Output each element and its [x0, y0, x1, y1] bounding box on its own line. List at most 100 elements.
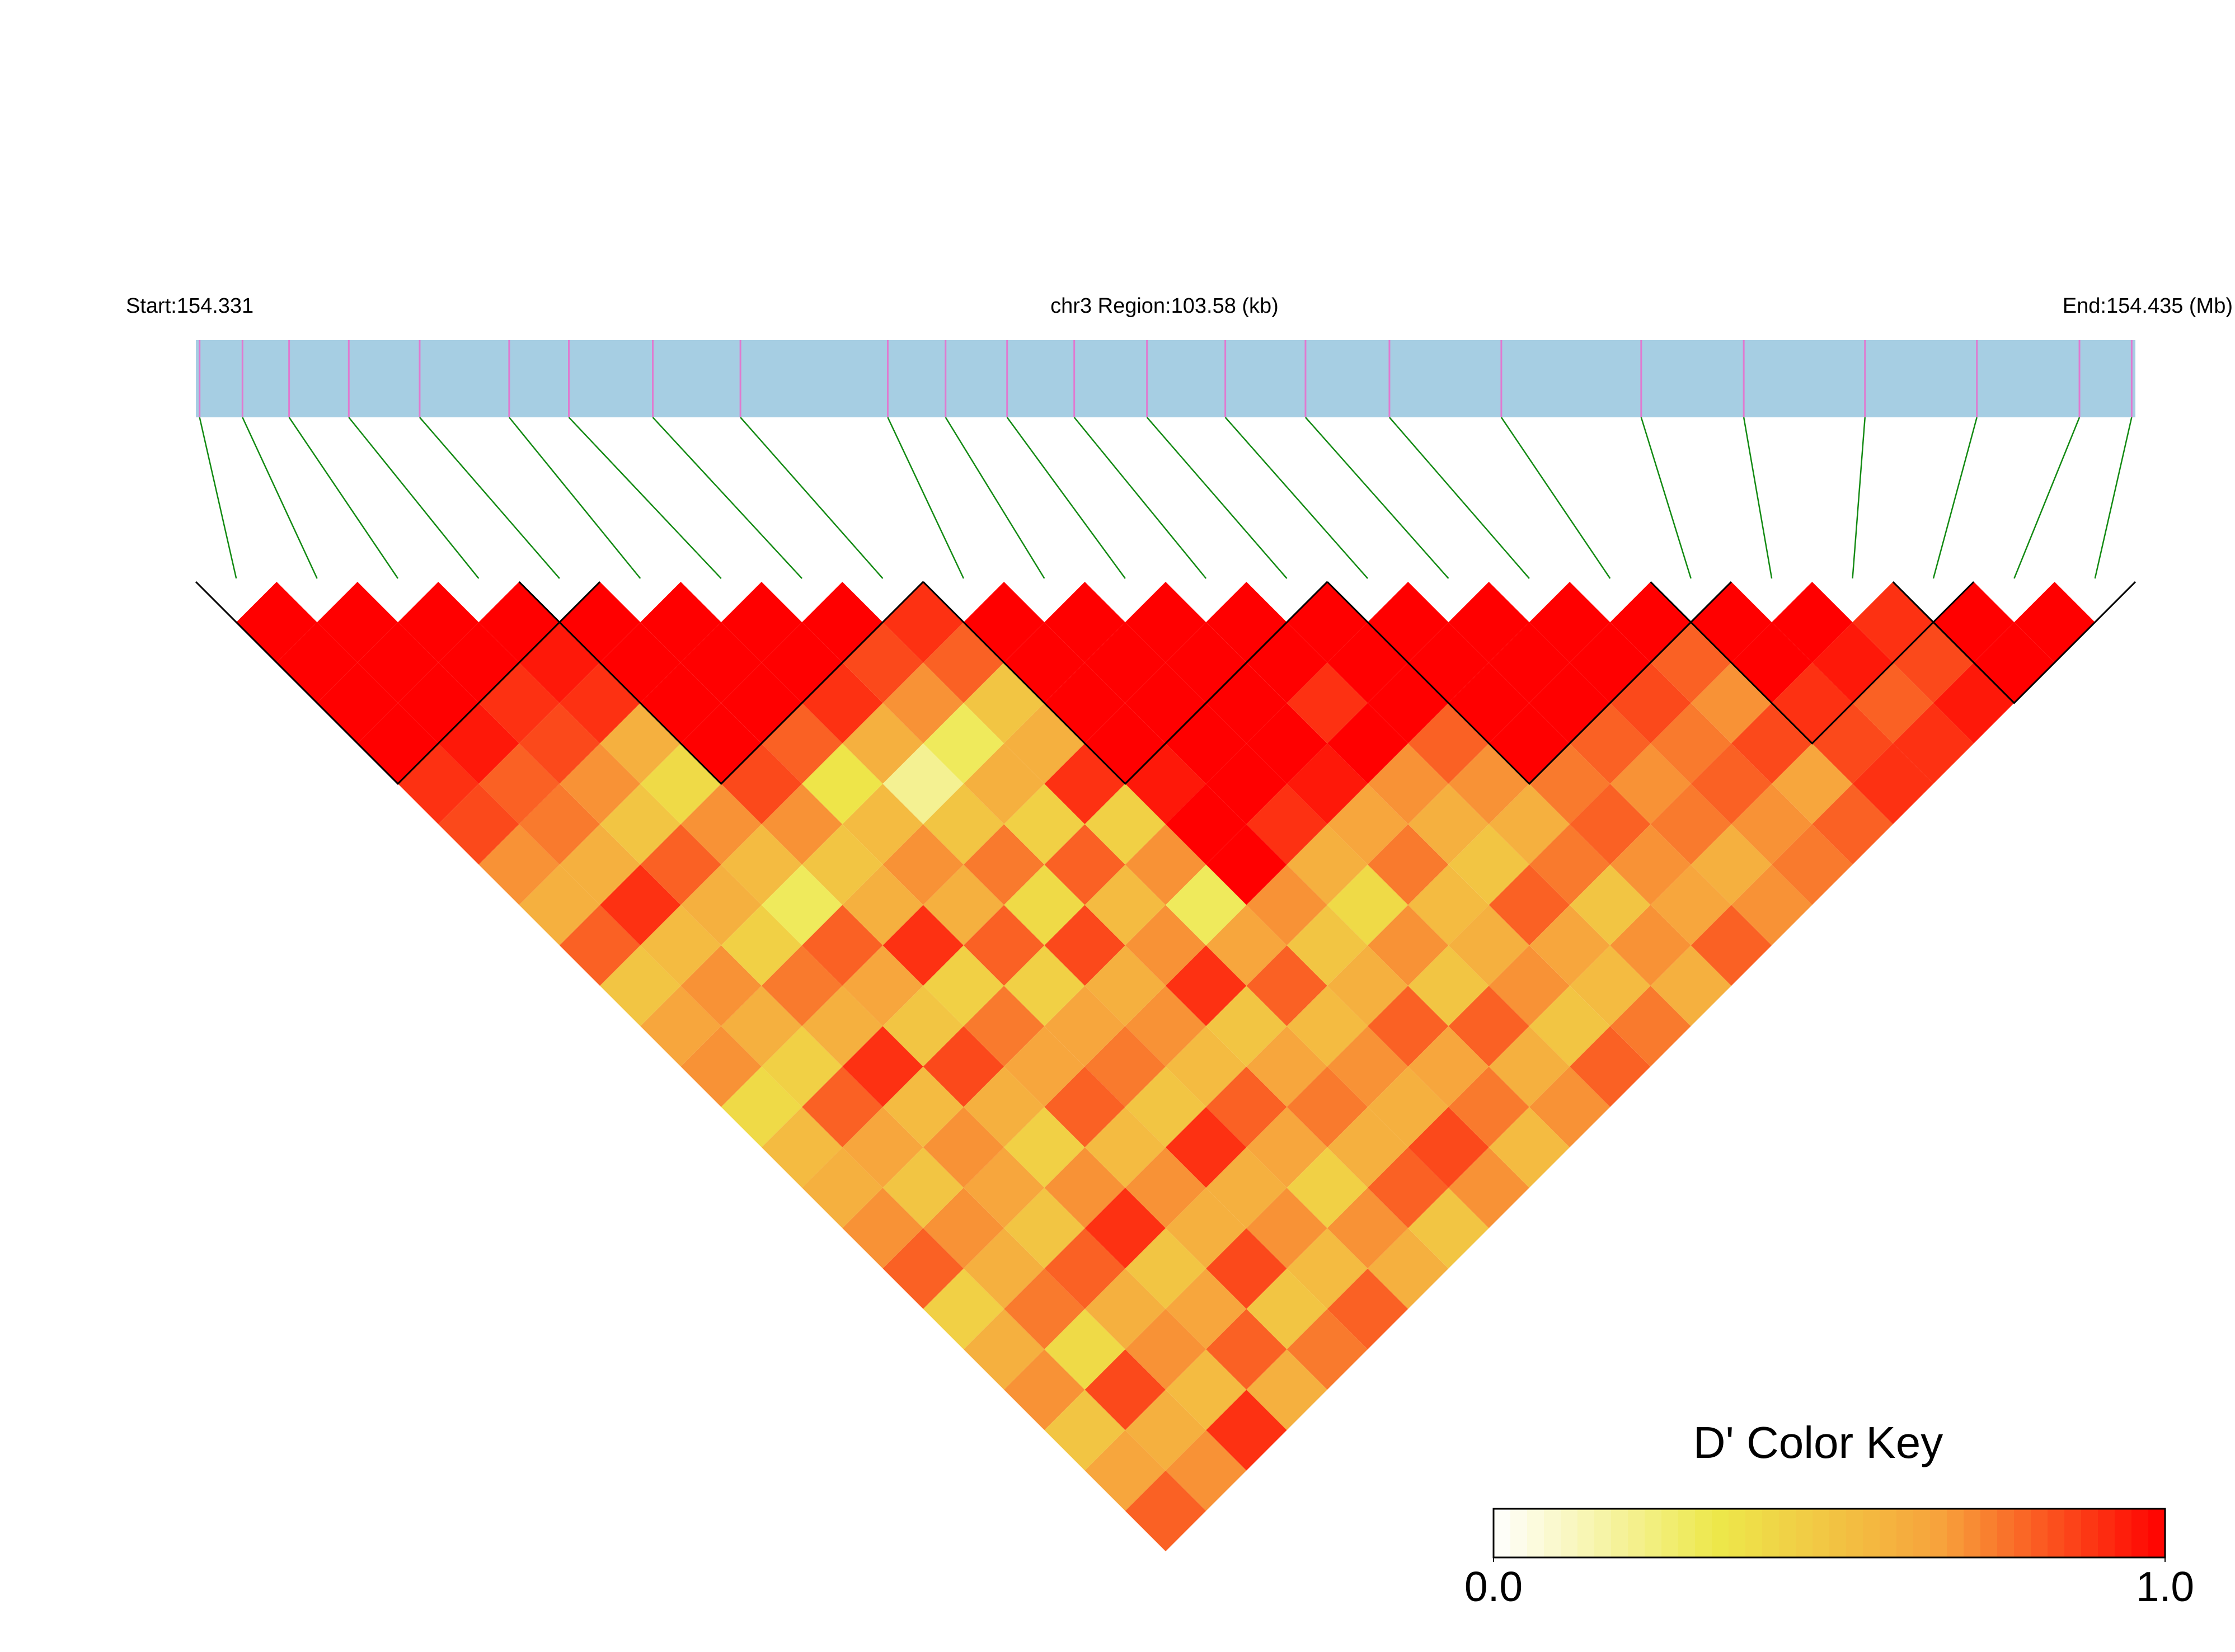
ld-block	[518, 581, 924, 785]
ld-cell	[761, 1107, 843, 1188]
ld-cell	[276, 622, 358, 703]
ld-cell	[1408, 1188, 1489, 1269]
key-swatch	[1947, 1509, 1964, 1557]
ld-cell	[1489, 945, 1570, 1027]
ld-cell	[640, 743, 721, 825]
ld-cell	[761, 703, 843, 784]
ld-cell	[1610, 905, 1691, 986]
ld-cell	[1084, 784, 1166, 865]
ld-cell	[1206, 905, 1287, 986]
key-swatch	[2081, 1509, 2098, 1557]
snp-connector	[1932, 417, 1978, 579]
ld-cell	[1084, 864, 1166, 945]
key-title: D' Color Key	[1693, 1418, 1943, 1467]
ld-cell	[882, 582, 964, 663]
ld-cell	[842, 703, 923, 784]
ld-cell	[640, 582, 721, 663]
ld-cell	[1286, 905, 1368, 986]
ld-cell	[1772, 824, 1853, 905]
key-swatch	[1645, 1509, 1662, 1557]
ld-cell	[842, 864, 923, 945]
ld-cell	[1246, 1026, 1327, 1107]
ld-cell	[1084, 945, 1166, 1027]
ld-cell	[1691, 743, 1772, 825]
ld-cell	[1812, 703, 1893, 784]
key-swatch	[1997, 1509, 2015, 1557]
ld-cell	[1408, 1107, 1489, 1188]
snp-connector	[568, 417, 722, 579]
ld-cell	[478, 743, 560, 825]
ld-cell	[1166, 1430, 1247, 1511]
key-swatch	[2048, 1509, 2065, 1557]
ld-block	[1650, 581, 1975, 745]
ld-cell	[1610, 824, 1691, 905]
key-swatch	[2115, 1509, 2132, 1557]
ld-cell	[1286, 662, 1368, 743]
key-swatch	[1762, 1509, 1779, 1557]
ld-cell	[600, 622, 681, 703]
ld-cell	[1610, 743, 1691, 825]
ld-cell	[1246, 864, 1327, 945]
ld-cell	[721, 905, 802, 986]
ld-cell	[1084, 1430, 1166, 1511]
ld-cell	[1529, 905, 1610, 986]
snp-connector	[1743, 417, 1773, 579]
ld-cell	[963, 986, 1045, 1067]
ld-cell	[1004, 1188, 1085, 1269]
ld-cell	[1327, 703, 1408, 784]
ld-cell	[1327, 1107, 1408, 1188]
ld-cell	[1004, 1349, 1085, 1430]
ld-cell	[1125, 1147, 1206, 1229]
ld-cell	[1368, 905, 1449, 986]
ld-cell	[1004, 703, 1085, 784]
key-swatch	[2014, 1509, 2031, 1557]
ld-cell	[761, 864, 843, 945]
key-swatch	[2064, 1509, 2082, 1557]
ld-cell	[1448, 986, 1529, 1067]
ld-cell	[1125, 1390, 1206, 1471]
ld-cell	[1286, 1309, 1368, 1390]
ld-cell	[1125, 1228, 1206, 1309]
ld-cell	[1448, 824, 1529, 905]
key-swatch	[1494, 1509, 1511, 1557]
ld-cell	[1327, 945, 1408, 1027]
ld-cell	[1570, 703, 1651, 784]
ld-cell	[1368, 986, 1449, 1067]
ld-cell	[1206, 1066, 1287, 1147]
ld-cell	[1084, 1188, 1166, 1269]
ld-cell	[1570, 945, 1651, 1027]
ld-cell	[963, 1228, 1045, 1309]
key-swatch	[1729, 1509, 1746, 1557]
key-swatch	[1796, 1509, 1813, 1557]
ld-cell	[680, 1026, 762, 1107]
region-label: chr3 Region:103.58 (kb)	[1050, 294, 1279, 318]
key-swatch	[2098, 1509, 2115, 1557]
ld-cell	[1489, 784, 1570, 865]
ld-cell	[1246, 1349, 1327, 1430]
snp-connector	[199, 417, 237, 579]
ld-cell	[519, 864, 600, 945]
ld-cell	[1368, 824, 1449, 905]
ld-cell	[1004, 864, 1085, 945]
ld-block	[1326, 581, 1732, 785]
ld-cell	[963, 1147, 1045, 1229]
key-tick-label: 0.0	[1464, 1563, 1523, 1610]
ld-cell	[1408, 784, 1489, 865]
ld-cell	[882, 824, 964, 905]
ld-cell	[761, 945, 843, 1027]
ld-cell	[640, 824, 721, 905]
snp-connector	[2094, 417, 2133, 579]
snp-connector	[1640, 417, 1692, 579]
ld-cell	[882, 905, 964, 986]
key-swatch	[1594, 1509, 1612, 1557]
ld-cell	[1166, 1107, 1247, 1188]
snp-connector	[508, 417, 641, 579]
key-swatch	[2031, 1509, 2048, 1557]
ld-cell	[1610, 986, 1691, 1067]
ld-cell	[1125, 986, 1206, 1067]
key-swatch	[2148, 1509, 2166, 1557]
ld-cell	[802, 662, 883, 743]
ld-cell	[802, 1066, 883, 1147]
ld-cell	[1448, 582, 1529, 663]
ld-cell	[1286, 1147, 1368, 1229]
